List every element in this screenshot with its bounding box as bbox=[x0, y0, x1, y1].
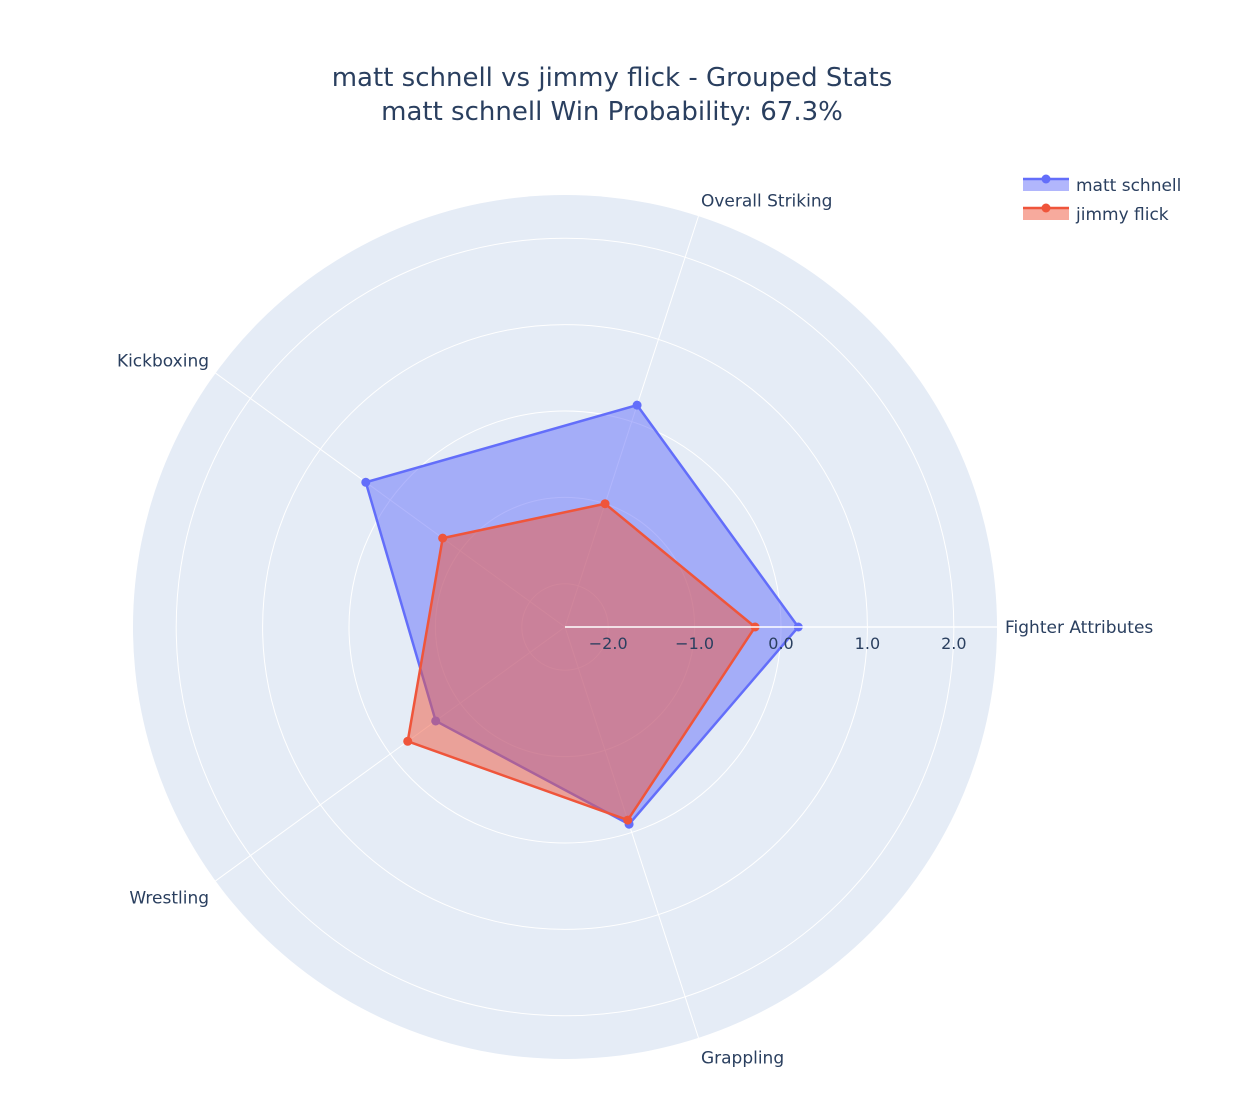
series-1-point-3[interactable] bbox=[403, 736, 413, 746]
radial-axis: −2.0 −1.0 0.0 1.0 2.0 bbox=[565, 626, 997, 653]
series-1-point-1[interactable] bbox=[600, 499, 610, 509]
series-1-point-2[interactable] bbox=[438, 533, 448, 543]
series-layer bbox=[361, 400, 803, 829]
legend-swatch-0 bbox=[1023, 179, 1069, 191]
category-label-1: Overall Striking bbox=[701, 192, 832, 212]
chart-title-group: matt schnell vs jimmy flick - Grouped St… bbox=[332, 63, 893, 127]
legend-swatch-1 bbox=[1023, 208, 1069, 220]
radial-tick-label-1: −1.0 bbox=[675, 634, 714, 653]
radial-tick-label-4: 2.0 bbox=[941, 634, 966, 653]
radial-tick-label-0: −2.0 bbox=[589, 634, 628, 653]
series-1-point-4[interactable] bbox=[623, 815, 633, 825]
legend-label-0: matt schnell bbox=[1076, 176, 1181, 196]
category-label-3: Wrestling bbox=[129, 889, 209, 909]
legend-marker-1 bbox=[1041, 203, 1051, 213]
legend-marker-0 bbox=[1041, 174, 1051, 184]
category-label-2: Kickboxing bbox=[117, 351, 209, 371]
series-0-point-1[interactable] bbox=[632, 400, 642, 410]
chart-title: matt schnell vs jimmy flick - Grouped St… bbox=[332, 63, 893, 93]
legend-item-0[interactable]: matt schnell bbox=[1023, 174, 1181, 197]
axis-labels: Fighter Attributes Overall Striking Kickbo… bbox=[117, 192, 1153, 1069]
legend-item-1[interactable]: jimmy flick bbox=[1023, 203, 1169, 226]
radial-tick-label-3: 1.0 bbox=[855, 634, 880, 653]
legend[interactable]: matt schnell jimmy flick bbox=[1023, 174, 1181, 226]
category-label-4: Grappling bbox=[701, 1048, 784, 1068]
chart-subtitle: matt schnell Win Probability: 67.3% bbox=[381, 97, 843, 127]
series-0-point-2[interactable] bbox=[361, 477, 371, 487]
series-area-1 bbox=[406, 502, 757, 822]
radial-tick-label-2: 0.0 bbox=[768, 634, 793, 653]
category-label-0: Fighter Attributes bbox=[1005, 618, 1153, 638]
legend-label-1: jimmy flick bbox=[1075, 205, 1169, 225]
